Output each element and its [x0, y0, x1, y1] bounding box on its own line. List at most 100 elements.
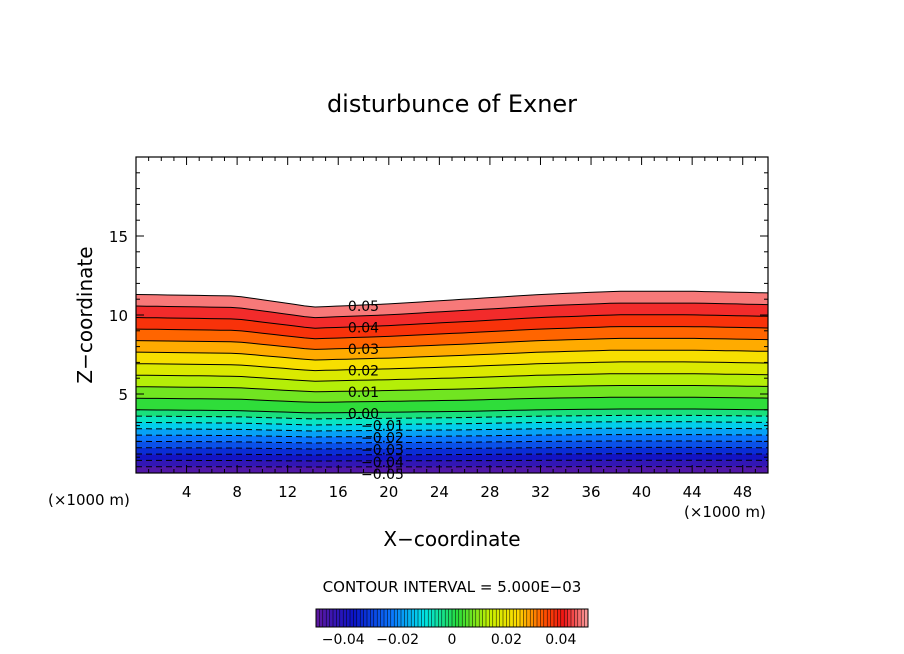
colorbar-tick-label: 0.04 — [545, 632, 576, 648]
contour-label: 0.04 — [348, 321, 379, 337]
contour-label: 0.02 — [348, 364, 379, 380]
contour-line — [135, 385, 769, 393]
colorbar-swatch — [445, 609, 449, 627]
colorbar-swatch — [404, 609, 409, 627]
x-tick-labels: 4 8 12 16 20 24 28 32 36 40 44 48 — [182, 483, 752, 501]
colorbar-swatch — [397, 609, 402, 627]
y-tick-label: 5 — [118, 386, 128, 404]
colorbar-swatch — [431, 609, 436, 627]
colorbar-swatch — [441, 609, 446, 627]
colorbar-swatch — [537, 609, 541, 627]
x-axis-label: X−coordinate — [383, 527, 520, 551]
colorbar-swatch — [407, 609, 412, 627]
colorbar-swatch — [567, 609, 572, 627]
colorbar-swatch — [506, 609, 511, 627]
contour-label: −0.05 — [361, 467, 404, 483]
colorbar-swatch — [475, 609, 480, 627]
colorbar-swatch — [326, 609, 330, 627]
colorbar-swatch — [319, 609, 324, 627]
contour-line — [135, 414, 769, 420]
colorbar-swatch — [322, 609, 327, 627]
contour-line — [135, 396, 769, 403]
contour-band — [135, 460, 769, 468]
x-tick-label: 20 — [379, 483, 398, 501]
y-tick-label: 10 — [109, 307, 128, 325]
y-axis-label: Z−coordinate — [73, 246, 97, 383]
colorbar-swatch — [448, 609, 453, 627]
contour-labels: 0.050.040.030.020.010.00−0.01−0.02−0.03−… — [348, 299, 404, 483]
x-tick-label: 44 — [683, 483, 702, 501]
colorbar-swatch — [387, 609, 392, 627]
colorbar-swatch — [533, 609, 538, 627]
colorbar-swatch — [428, 609, 432, 627]
colorbar-swatch — [435, 609, 439, 627]
colorbar-swatch — [577, 609, 582, 627]
colorbar-swatch — [336, 609, 341, 627]
colorbar-swatch — [479, 609, 483, 627]
colorbar-swatch — [462, 609, 466, 627]
x-tick-label: 36 — [581, 483, 600, 501]
colorbar-swatch — [557, 609, 562, 627]
colorbar-swatch — [560, 609, 565, 627]
colorbar-swatch — [360, 609, 364, 627]
contour-line — [136, 434, 769, 438]
contour-label: 0.05 — [348, 299, 379, 315]
colorbar-swatch — [343, 609, 347, 627]
colorbar-swatch — [496, 609, 500, 627]
colorbar-swatch — [350, 609, 354, 627]
colorbar-swatch — [394, 609, 398, 627]
chart-title: disturbunce of Exner — [327, 90, 577, 118]
contour-line — [136, 459, 769, 462]
colorbar-swatch — [516, 609, 521, 627]
contour-line — [135, 290, 769, 308]
colorbar-swatch — [509, 609, 514, 627]
plot-area: 0.050.040.030.020.010.00−0.01−0.02−0.03−… — [109, 156, 769, 501]
colorbar-swatch — [414, 609, 419, 627]
colorbar-frame — [315, 608, 589, 628]
colorbar-swatch — [377, 609, 381, 627]
colorbar-swatch — [367, 609, 371, 627]
colorbar-swatch — [329, 609, 334, 627]
contour-label: −0.04 — [361, 455, 404, 471]
x-tick-label: 24 — [430, 483, 449, 501]
colorbar-tick-label: −0.02 — [376, 632, 419, 648]
colorbar-swatch — [438, 609, 443, 627]
colorbar-swatch — [353, 609, 358, 627]
contour-line — [135, 373, 769, 382]
colorbar-tick-label: 0.02 — [491, 632, 522, 648]
colorbar-swatch — [523, 609, 528, 627]
y-tick-labels: 5 10 15 — [109, 228, 128, 404]
contour-band — [135, 453, 769, 462]
colorbar-swatch — [424, 609, 429, 627]
colorbar-swatch — [418, 609, 422, 627]
colorbar-swatch — [401, 609, 405, 627]
contour-line — [135, 446, 768, 450]
contour-line — [135, 361, 769, 372]
colorbar-swatch — [564, 609, 568, 627]
x-tick-label: 4 — [182, 483, 192, 501]
contour-line — [135, 337, 769, 350]
x-unit-left: (×1000 m) — [48, 491, 130, 509]
colorbar-swatch — [373, 609, 378, 627]
contour-line — [135, 453, 768, 456]
colorbar-swatch — [370, 609, 375, 627]
colorbar-swatch — [482, 609, 487, 627]
colorbar-swatch — [492, 609, 497, 627]
colorbar-swatch — [333, 609, 337, 627]
x-unit-right: (×1000 m) — [684, 503, 766, 521]
contour-line — [135, 314, 769, 329]
x-tick-label: 28 — [480, 483, 499, 501]
colorbar-swatch — [581, 609, 585, 627]
colorbar-swatch — [486, 609, 490, 627]
x-tick-label: 32 — [531, 483, 550, 501]
colorbar-swatch — [513, 609, 517, 627]
x-tick-label: 12 — [278, 483, 297, 501]
colorbar-swatch — [554, 609, 558, 627]
contour-line — [135, 326, 769, 340]
colorbar-swatch — [458, 609, 463, 627]
contour-line — [136, 440, 769, 444]
contour-line — [135, 349, 769, 361]
contour-line — [135, 421, 768, 426]
colorbar-swatch — [571, 609, 575, 627]
